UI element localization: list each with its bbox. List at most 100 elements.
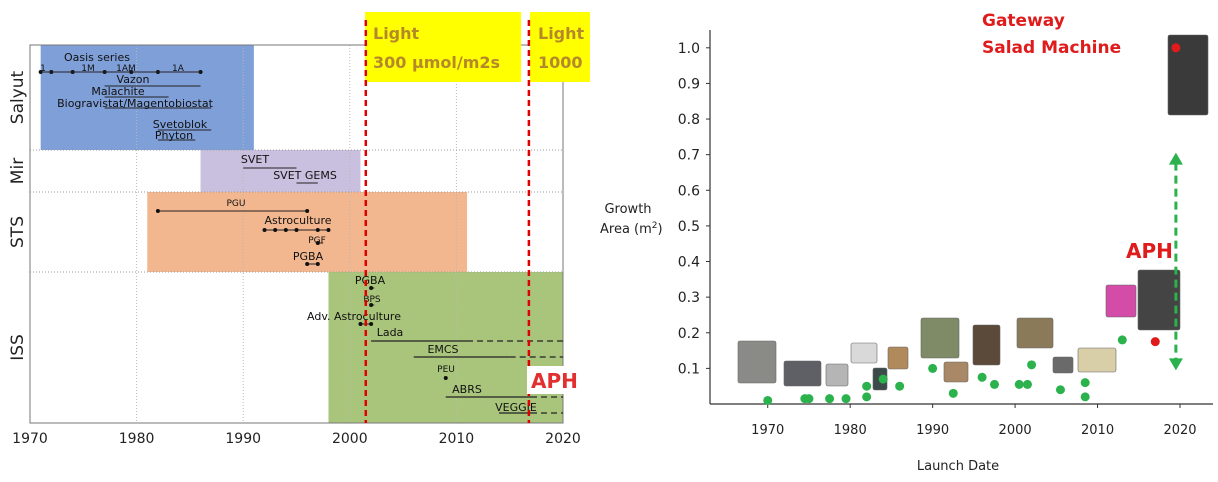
hardware-thumbnail xyxy=(887,346,909,370)
experiment-label-pgu: PGU xyxy=(227,199,246,209)
data-point xyxy=(763,395,773,405)
experiment-dot xyxy=(443,376,448,380)
gateway-label: Gateway xyxy=(982,11,1065,31)
station-span-sts xyxy=(147,192,468,272)
station-label-iss: ISS xyxy=(8,334,28,361)
x-tick-label: 2010 xyxy=(439,431,475,447)
data-point-highlight xyxy=(1171,43,1181,53)
plant-habitat-timeline-chart: Salyut Mir STS ISS 1970 1980 1990 2000 2010 2020 1… xyxy=(0,0,600,478)
aph-annotation-bg xyxy=(527,366,585,394)
data-point xyxy=(977,372,987,382)
experiment-label-1a: 1A xyxy=(172,64,185,74)
experiment-dot xyxy=(315,228,320,232)
y-tick-label: 0.6 xyxy=(678,183,700,199)
hardware-thumbnail xyxy=(850,342,878,364)
experiment-label-malachite: Malachite xyxy=(91,85,144,98)
data-point xyxy=(1080,378,1090,388)
y-tick-label: 0.2 xyxy=(678,326,700,342)
y-tick-label: 1.0 xyxy=(678,41,700,57)
hardware-thumbnail xyxy=(972,324,1001,366)
station-label-sts: STS xyxy=(8,216,28,248)
hardware-thumbnail xyxy=(920,317,960,359)
hardware-thumbnail xyxy=(943,361,969,383)
hardware-thumbnail xyxy=(1137,269,1181,331)
station-label-mir: Mir xyxy=(8,158,28,184)
data-point xyxy=(1022,379,1032,389)
hardware-thumbnail xyxy=(1105,284,1137,318)
light-label-line1: Light xyxy=(538,24,585,43)
experiment-label-veggie: VEGGIE xyxy=(495,401,537,414)
x-tick-label: 2010 xyxy=(1081,423,1114,438)
light-label-box xyxy=(530,12,590,82)
experiment-dot xyxy=(369,303,374,307)
experiment-dot xyxy=(315,262,320,266)
experiment-label-1: 1 xyxy=(40,64,46,74)
experiment-dot xyxy=(315,241,320,245)
x-tick-label: 1990 xyxy=(225,431,261,447)
experiment-dot xyxy=(326,228,331,232)
data-point xyxy=(862,381,872,391)
experiment-dot xyxy=(369,322,374,326)
salad-machine-label: Salad Machine xyxy=(982,38,1121,58)
light-label-line2: 1000 xyxy=(538,53,583,72)
experiment-label-pgba: PGBA xyxy=(293,250,324,263)
y-tick-label: 0.7 xyxy=(678,148,700,164)
experiment-dot xyxy=(294,228,299,232)
hardware-thumbnail xyxy=(1052,356,1074,374)
station-span-iss xyxy=(328,272,563,423)
y-axis-label-line1: Growth xyxy=(604,202,651,217)
experiment-label-adv-astroculture: Adv. Astroculture xyxy=(307,310,401,323)
data-point xyxy=(989,379,999,389)
light-label-line2: 300 μmol/m2s xyxy=(373,53,500,72)
x-tick-label: 1980 xyxy=(119,431,155,447)
x-tick-label: 2000 xyxy=(999,423,1032,438)
y-axis-label-text: Area (m xyxy=(600,222,652,237)
x-tick-label: 1970 xyxy=(751,423,784,438)
x-axis-label: Launch Date xyxy=(917,459,999,474)
y-tick-label: 0.8 xyxy=(678,112,700,128)
data-point xyxy=(1014,379,1024,389)
experiment-label-pgf: PGF xyxy=(308,236,326,246)
experiment-label-pgba: PGBA xyxy=(355,274,386,287)
data-point-highlight xyxy=(1150,337,1160,347)
experiment-dot xyxy=(358,322,363,326)
experiment-label-bps: BPS xyxy=(363,295,381,305)
experiment-label-svetoblok: Svetoblok xyxy=(153,118,208,131)
x-tick-label: 1990 xyxy=(916,423,949,438)
experiment-dot xyxy=(369,286,374,290)
data-point xyxy=(1117,335,1127,345)
experiment-label-peu: PEU xyxy=(437,365,455,375)
growth-arrow-head-down xyxy=(1168,358,1183,371)
y-tick-label: 0.3 xyxy=(678,290,700,306)
light-label-box xyxy=(365,12,521,82)
x-tick-label: 1980 xyxy=(834,423,867,438)
growth-arrow-head-up xyxy=(1168,152,1183,165)
experiment-dot xyxy=(305,209,310,213)
hardware-thumbnail xyxy=(783,360,822,387)
experiment-label-1m: 1M xyxy=(81,64,95,74)
data-point xyxy=(862,392,872,402)
data-point xyxy=(1055,385,1065,395)
timeline-svg: Salyut Mir STS ISS 1970 1980 1990 2000 2010 2020 1… xyxy=(8,12,590,447)
data-point xyxy=(825,394,835,404)
experiment-label-vazon: Vazon xyxy=(117,73,150,86)
y-tick-label: 0.9 xyxy=(678,76,700,92)
data-point xyxy=(948,388,958,398)
y-axis-label-sup: 2 xyxy=(652,221,658,231)
y-axis-label-close: ) xyxy=(658,222,663,237)
data-point xyxy=(895,381,905,391)
experiment-label-lada: Lada xyxy=(377,326,404,339)
x-tick-label: 1970 xyxy=(12,431,48,447)
light-label-line1: Light xyxy=(373,24,420,43)
hardware-thumbnail xyxy=(1016,317,1054,349)
experiment-label-biogravistat-magentobiostat: Biogravistat/Magentobiostat xyxy=(57,97,213,110)
experiment-label-oasis-series: Oasis series xyxy=(64,51,130,64)
experiment-dot xyxy=(155,209,160,213)
experiment-dot xyxy=(273,228,278,232)
hardware-thumbnail xyxy=(1167,34,1209,116)
experiment-label-1am: 1AM xyxy=(116,64,136,74)
data-point xyxy=(878,374,888,384)
experiment-label-astroculture: Astroculture xyxy=(265,214,332,227)
experiment-label-svet-gems: SVET GEMS xyxy=(273,169,337,182)
aph-label: APH xyxy=(1126,239,1173,263)
